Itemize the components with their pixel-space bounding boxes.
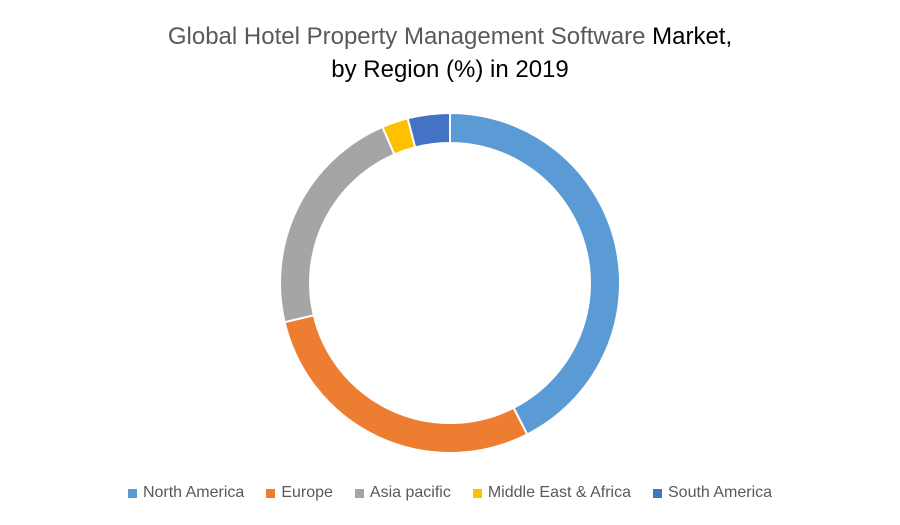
legend-swatch bbox=[472, 488, 482, 498]
legend-item: North America bbox=[127, 484, 245, 502]
legend-label: North America bbox=[142, 484, 245, 501]
legend-label: South America bbox=[668, 484, 773, 501]
legend-item: Europe bbox=[266, 484, 333, 502]
slice-south-america bbox=[406, 111, 451, 149]
title-part2: Market, bbox=[652, 23, 733, 50]
slice-north-america bbox=[449, 111, 621, 436]
slice-asia-pacific bbox=[279, 125, 396, 324]
legend-label: Europe bbox=[281, 484, 333, 501]
legend: North America Europe Asia pacific Middle… bbox=[0, 484, 900, 502]
title-line2: by Region (%) in 2019 bbox=[331, 56, 569, 83]
legend-swatch bbox=[266, 488, 276, 498]
legend-swatch bbox=[127, 488, 137, 498]
legend-item: Asia pacific bbox=[354, 484, 451, 502]
title-part1: Global Hotel Property Management Softwar… bbox=[167, 23, 653, 50]
legend-item: South America bbox=[653, 484, 772, 502]
legend-swatch bbox=[354, 488, 364, 498]
legend-label: Middle East & Africa bbox=[487, 484, 631, 501]
chart-title: Global Hotel Property Management Softwar… bbox=[0, 20, 900, 86]
legend-swatch bbox=[653, 488, 662, 498]
legend-label: Asia pacific bbox=[369, 484, 451, 501]
legend-item: Middle East & Africa bbox=[472, 484, 631, 502]
slice-europe bbox=[283, 314, 529, 454]
